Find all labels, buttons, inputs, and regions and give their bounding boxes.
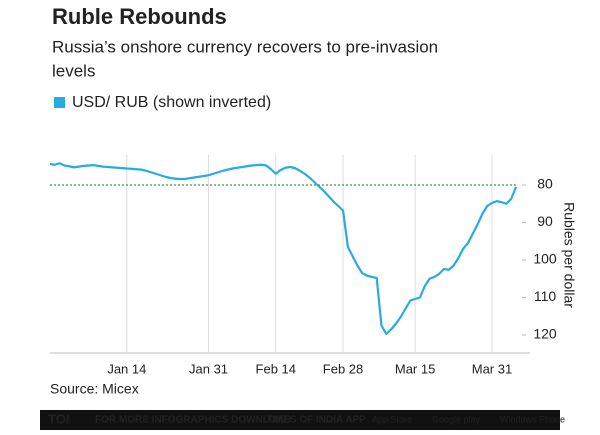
legend-swatch xyxy=(54,97,65,108)
x-tick-label: Jan 31 xyxy=(189,361,228,376)
y-tick-label: 80 xyxy=(537,176,553,192)
x-tick-label: Mar 31 xyxy=(472,361,512,376)
chart-title: Ruble Rebounds xyxy=(52,4,227,29)
source: Source: Micex xyxy=(50,381,139,397)
y-tick-label: 120 xyxy=(533,326,557,342)
chart-subtitle: Russia’s onshore currency recovers to pr… xyxy=(52,37,438,56)
x-tick-label: Feb 28 xyxy=(323,361,363,376)
x-tick-label: Jan 14 xyxy=(107,361,146,376)
x-tick-label: Mar 15 xyxy=(395,361,435,376)
footer-text: FOR MORE INFOGRAPHICS DOWNLOAD xyxy=(95,415,291,426)
legend-label: USD/ RUB (shown inverted) xyxy=(72,94,271,111)
y-tick-label: 90 xyxy=(537,213,553,229)
footer-brand: TOI xyxy=(48,411,69,426)
footer-bar xyxy=(40,410,560,430)
chart-subtitle: levels xyxy=(52,61,95,80)
series-line xyxy=(49,162,518,335)
y-axis-label: Rubles per dollar xyxy=(561,202,577,308)
y-tick-label: 110 xyxy=(534,288,557,304)
footer-app: TIMES OF INDIA APP xyxy=(266,415,366,426)
x-tick-label: Feb 14 xyxy=(256,361,296,376)
footer-store[interactable]: Google play xyxy=(432,414,481,424)
footer-store[interactable]: App Store xyxy=(372,414,412,424)
footer-store[interactable]: Windows Phone xyxy=(500,414,565,424)
y-tick-label: 100 xyxy=(533,251,557,267)
